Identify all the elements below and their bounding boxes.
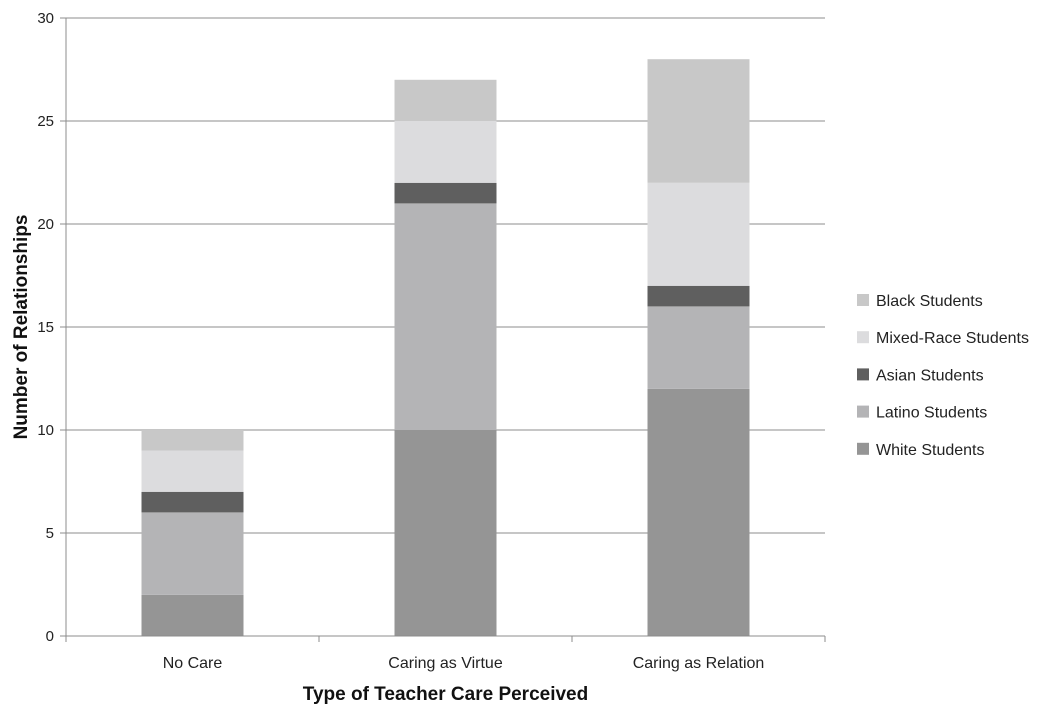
bar-segment-asian-students-no-care — [141, 491, 244, 513]
tick-labels: 0 5 10 15 20 25 30 No Care Caring as Virtue Carin… — [37, 10, 764, 672]
bar-segment-mixed-race-students-caring-as-relation — [647, 182, 750, 286]
bar-segment-latino-students-caring-as-relation — [647, 306, 750, 389]
bar-segment-latino-students-no-care — [141, 512, 244, 595]
axes — [60, 17, 826, 642]
y-tick-label: 5 — [46, 525, 54, 542]
y-tick-label: 25 — [37, 113, 54, 130]
legend-label: White Students — [876, 442, 985, 459]
bar-segment-asian-students-caring-as-virtue — [394, 182, 497, 204]
bar-segment-black-students-no-care — [141, 430, 244, 451]
legend-label: Black Students — [876, 293, 983, 310]
x-category-label: Caring as Relation — [633, 655, 765, 672]
y-tick-label: 15 — [37, 319, 54, 336]
y-tick-label: 20 — [37, 216, 54, 233]
bar-segment-latino-students-caring-as-virtue — [394, 203, 497, 430]
bar-segment-black-students-caring-as-virtue — [394, 79, 497, 121]
bar-segment-mixed-race-students-caring-as-virtue — [394, 121, 497, 183]
x-category-label: No Care — [163, 655, 223, 672]
legend-swatch — [857, 368, 869, 381]
x-axis-title: Type of Teacher Care Perceived — [303, 684, 588, 705]
bars — [141, 59, 750, 636]
legend-swatch — [857, 442, 869, 455]
bar-segment-white-students-no-care — [141, 594, 244, 636]
bar-segment-white-students-caring-as-virtue — [394, 430, 497, 636]
y-tick-label: 10 — [37, 422, 54, 439]
y-tick-label: 30 — [37, 10, 54, 27]
x-category-label: Caring as Virtue — [388, 655, 503, 672]
bar-segment-black-students-caring-as-relation — [647, 59, 750, 183]
legend-swatch — [857, 294, 869, 306]
y-tick-label: 0 — [46, 628, 54, 645]
legend-label: Latino Students — [876, 405, 987, 422]
legend-label: Mixed-Race Students — [876, 330, 1029, 347]
bar-segment-asian-students-caring-as-relation — [647, 285, 750, 307]
bar-segment-white-students-caring-as-relation — [647, 388, 750, 636]
legend-swatch — [857, 331, 869, 344]
legend-swatch — [857, 405, 869, 418]
y-axis-title: Number of Relationships — [11, 215, 32, 440]
bar-segment-mixed-race-students-no-care — [141, 450, 244, 492]
legend-label: Asian Students — [876, 367, 984, 384]
legend: Black Students Mixed-Race Students Asian S… — [857, 293, 1029, 459]
